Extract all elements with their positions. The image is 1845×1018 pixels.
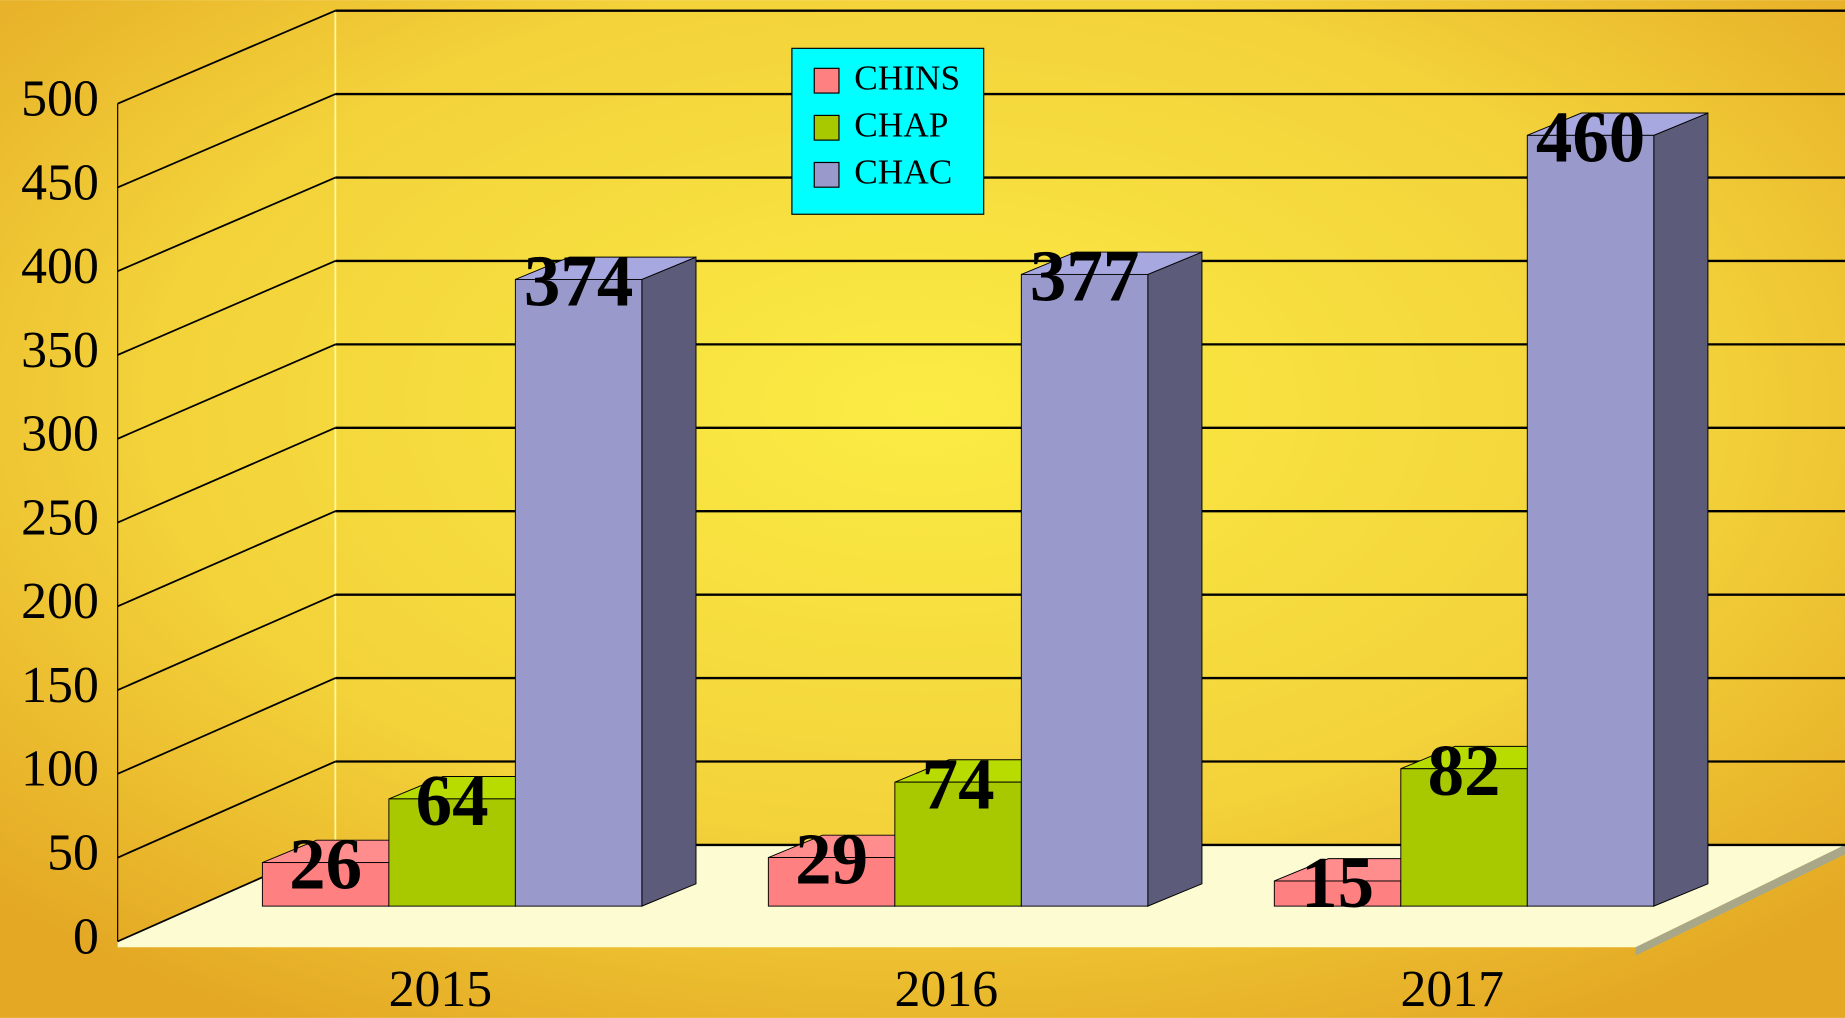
data-label: 15: [1301, 842, 1374, 923]
bar: [388, 798, 516, 907]
bar-side: [1147, 251, 1203, 907]
wall-grid-line: [117, 677, 336, 775]
data-label: 26: [289, 824, 362, 905]
data-label: 460: [1536, 97, 1645, 178]
wall-grid-line: [117, 427, 336, 524]
legend-swatch: [813, 67, 840, 94]
bar: [1020, 273, 1149, 907]
wall-grid-line: [117, 260, 336, 356]
data-label: 29: [795, 819, 868, 900]
legend-swatch: [813, 161, 840, 188]
y-tick-label: 450: [21, 154, 99, 211]
data-label: 74: [922, 743, 995, 824]
y-tick-label: 500: [21, 71, 99, 128]
legend-label: CHINS: [854, 58, 960, 97]
y-tick-label: 100: [21, 741, 99, 798]
legend: CHINS CHAP CHAC: [791, 47, 985, 215]
x-tick-label: 2016: [895, 961, 999, 1018]
bar: [767, 857, 896, 907]
y-tick-label: 400: [21, 238, 99, 295]
wall-grid-line: [117, 9, 336, 105]
data-label: 374: [524, 241, 633, 322]
y-tick-label: 300: [21, 406, 99, 463]
legend-label: CHAP: [854, 105, 948, 144]
bar: [1526, 134, 1655, 907]
bar-side: [641, 256, 697, 907]
bar: [514, 278, 643, 907]
y-tick-label: 50: [47, 825, 99, 882]
x-tick-label: 2017: [1401, 961, 1505, 1018]
bar: [261, 862, 390, 907]
floor-edge: [1635, 844, 1845, 956]
y-tick-label: 350: [21, 322, 99, 379]
bar: [1400, 768, 1528, 907]
data-label: 64: [416, 760, 489, 841]
data-label: 377: [1030, 236, 1139, 317]
wall-grid-line: [117, 93, 336, 189]
bar: [894, 781, 1022, 907]
wall-grid-line: [117, 760, 336, 859]
wall-grid-line: [117, 593, 336, 691]
bars: 2015 26 64 374 2016 29 74 377 2017 15 82 460: [261, 97, 1709, 1018]
y-tick-label: 200: [21, 573, 99, 630]
wall-grid-line: [117, 510, 336, 608]
data-label: 82: [1428, 730, 1501, 811]
y-tick-label: 150: [21, 657, 99, 714]
wall-grid-line: [117, 176, 336, 273]
y-tick-label: 250: [21, 489, 99, 546]
bar-side: [1653, 112, 1709, 907]
y-tick-label: 0: [73, 908, 99, 965]
legend-label: CHAC: [854, 153, 952, 192]
bar: [1273, 880, 1402, 907]
wall-grid-line: [117, 343, 336, 440]
legend-swatch: [813, 114, 840, 141]
x-tick-label: 2015: [389, 961, 493, 1018]
